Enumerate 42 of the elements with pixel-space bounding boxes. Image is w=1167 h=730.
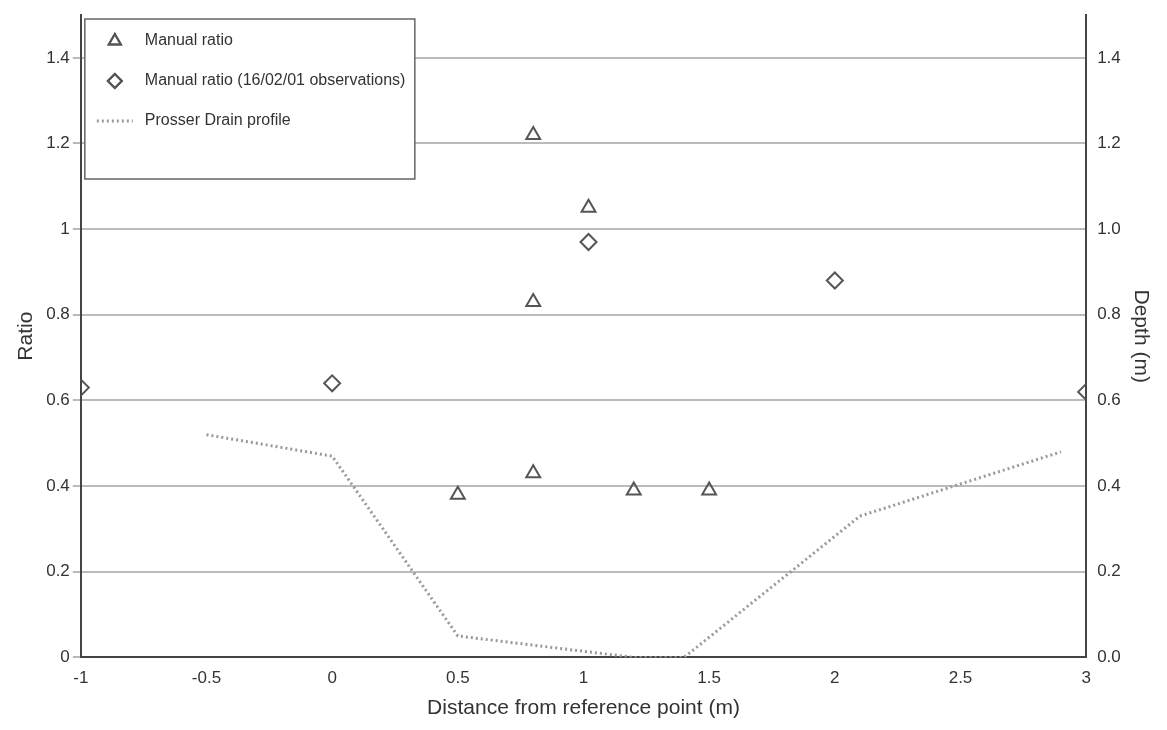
point	[579, 232, 598, 251]
point	[580, 198, 597, 213]
y-tick-label: 0	[60, 647, 70, 667]
x-tick-label: -0.5	[191, 668, 222, 688]
y2-axis-title: Depth (m)	[1130, 289, 1154, 383]
x-tick-label: 2	[830, 668, 840, 688]
y-tick-label: 0.6	[46, 390, 70, 410]
x-axis-title: Distance from reference point (m)	[427, 695, 740, 719]
line-series	[205, 433, 1063, 658]
x-tick-label: 2.5	[948, 668, 973, 688]
y-tick-label: 0.4	[46, 475, 70, 495]
point	[525, 292, 542, 307]
y2-tick-label: 1.0	[1097, 218, 1121, 238]
y2-tick-label: 0.4	[1097, 475, 1121, 495]
point	[625, 481, 642, 496]
point	[525, 125, 542, 140]
x-tick-label: 1.5	[697, 668, 721, 688]
y2-tick-label: 1.2	[1097, 133, 1121, 153]
y-axis-title: Ratio	[13, 311, 37, 361]
point	[825, 271, 844, 290]
y-tick-label: 1.4	[46, 47, 70, 67]
point	[323, 374, 342, 393]
x-tick-label: -1	[73, 668, 89, 688]
y-tick-label: 1	[60, 218, 70, 238]
y2-tick-label: 0.6	[1097, 390, 1121, 410]
y-tick-label: 1.2	[46, 133, 70, 153]
x-tick-label: 3	[1081, 668, 1091, 688]
y2-tick-label: 1.4	[1097, 47, 1121, 67]
y2-tick-label: 0.2	[1097, 561, 1121, 581]
y-tick-label: 0.2	[46, 561, 70, 581]
x-tick-label: 0	[327, 668, 337, 688]
x-tick-label: 1	[578, 668, 589, 688]
point	[701, 481, 718, 496]
y-tick-label: 0.8	[46, 304, 70, 324]
legend-label: Prosser Drain profile	[144, 111, 291, 129]
point	[449, 485, 466, 500]
legend-label: Manual ratio (16/02/01 observations)	[144, 71, 406, 89]
y2-tick-label: 0.0	[1097, 647, 1121, 667]
point	[525, 464, 542, 479]
x-tick-label: 0.5	[446, 668, 470, 688]
legend-label: Manual ratio	[144, 31, 233, 49]
y2-tick-label: 0.8	[1097, 304, 1121, 324]
